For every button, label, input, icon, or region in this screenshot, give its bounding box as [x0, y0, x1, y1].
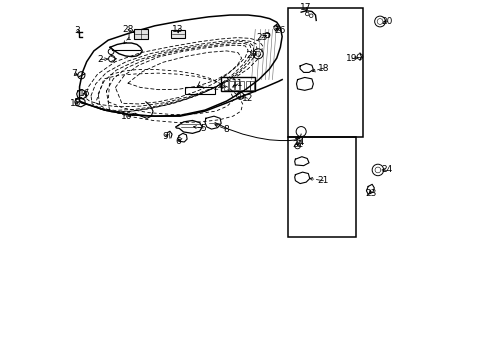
- Bar: [134, 30, 148, 40]
- Bar: [234, 81, 239, 90]
- Bar: [221, 77, 255, 91]
- Text: 17: 17: [300, 3, 311, 12]
- Text: 20: 20: [381, 17, 392, 26]
- Bar: [224, 81, 228, 90]
- Bar: [287, 8, 362, 137]
- Text: 12: 12: [241, 94, 252, 103]
- Text: 6: 6: [175, 137, 181, 146]
- Text: 26: 26: [274, 26, 285, 35]
- Bar: [229, 81, 233, 90]
- Text: 27: 27: [246, 51, 258, 60]
- Text: 2: 2: [97, 55, 103, 64]
- Text: 23: 23: [365, 189, 376, 198]
- Bar: [245, 81, 249, 90]
- Text: 15: 15: [70, 99, 81, 108]
- Text: 19: 19: [346, 54, 357, 63]
- Text: 3: 3: [74, 26, 80, 35]
- Text: 10: 10: [121, 112, 132, 121]
- Text: 22: 22: [291, 140, 303, 149]
- Bar: [185, 87, 214, 94]
- Text: 28: 28: [122, 25, 133, 34]
- Text: 1: 1: [126, 33, 132, 42]
- Bar: [287, 137, 355, 237]
- Bar: [249, 81, 254, 90]
- Text: 18: 18: [317, 64, 328, 73]
- Text: 5: 5: [200, 123, 206, 132]
- Text: 25: 25: [256, 33, 267, 42]
- Text: 24: 24: [381, 166, 392, 175]
- Bar: [240, 81, 244, 90]
- Text: 16: 16: [79, 89, 90, 98]
- Text: 14: 14: [294, 138, 305, 147]
- Text: 9: 9: [163, 132, 168, 141]
- Bar: [171, 30, 185, 38]
- Text: 8: 8: [223, 125, 228, 134]
- Text: 11: 11: [232, 80, 244, 89]
- Text: 4: 4: [218, 82, 224, 91]
- Text: 13: 13: [172, 25, 183, 34]
- Text: 7: 7: [72, 69, 77, 78]
- Text: 21: 21: [317, 176, 328, 185]
